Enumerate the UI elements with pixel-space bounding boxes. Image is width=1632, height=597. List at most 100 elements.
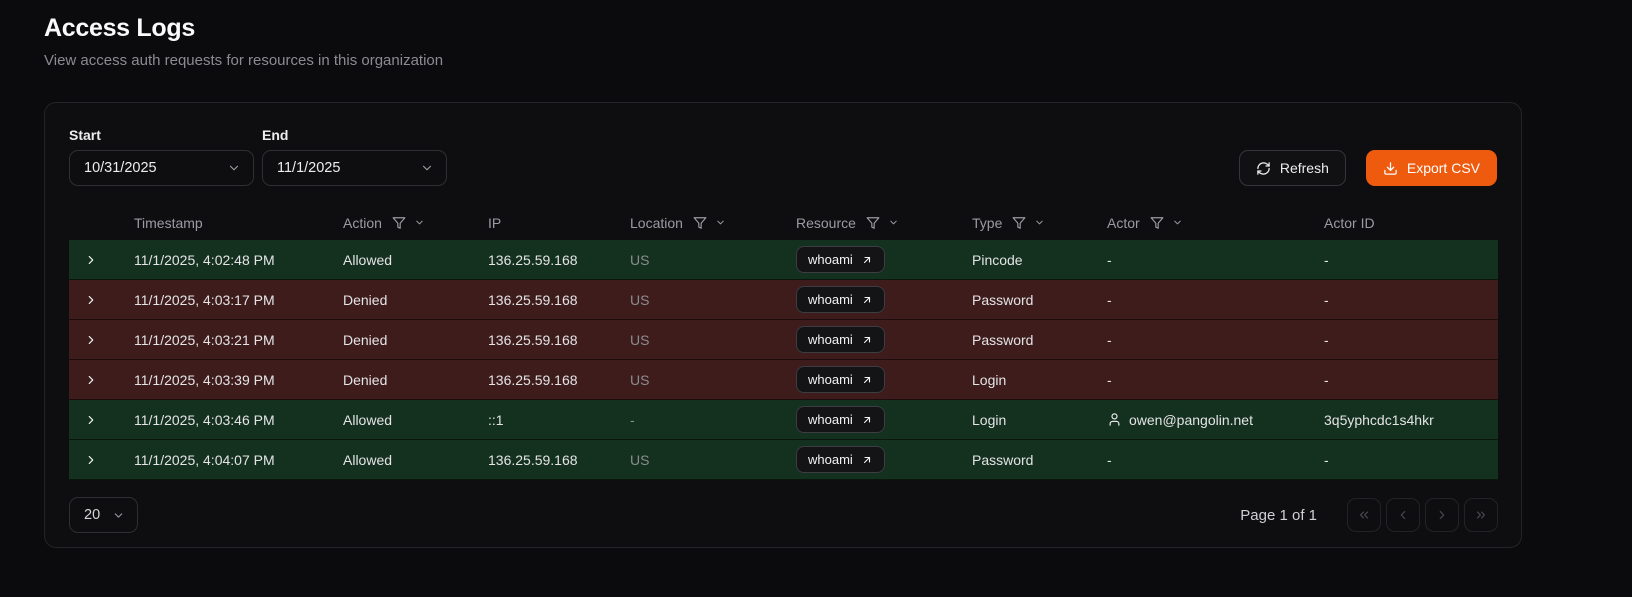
chevron-down-icon: [414, 217, 425, 228]
expand-row-button[interactable]: [82, 251, 100, 269]
actor-id-cell: -: [1324, 291, 1329, 308]
resource-link-badge[interactable]: whoami: [796, 446, 885, 473]
chevrons-left-icon: [1357, 508, 1371, 522]
resource-cell: whoami: [796, 246, 972, 273]
ip-cell: 136.25.59.168: [488, 251, 578, 268]
table-footer: 20 Page 1 of 1: [69, 497, 1498, 533]
chevron-right-icon: [84, 373, 98, 387]
arrow-up-right-icon: [861, 414, 873, 426]
start-date-value: 10/31/2025: [84, 160, 157, 176]
end-date-select[interactable]: 11/1/2025: [262, 150, 447, 186]
actor-email: -: [1107, 331, 1112, 348]
table-row[interactable]: 11/1/2025, 4:02:48 PM Allowed 136.25.59.…: [69, 240, 1498, 280]
column-header-actor-id: Actor ID: [1324, 215, 1498, 231]
table-row[interactable]: 11/1/2025, 4:03:21 PM Denied 136.25.59.1…: [69, 320, 1498, 360]
row-expand-cell: [69, 291, 134, 309]
row-expand-cell: [69, 451, 134, 469]
timestamp-cell: 11/1/2025, 4:03:17 PM: [134, 291, 275, 308]
arrow-up-right-icon: [861, 294, 873, 306]
last-page-button[interactable]: [1464, 498, 1498, 532]
logs-card: Start 10/31/2025 End 11/1/2025: [44, 102, 1522, 548]
date-range-filters: Start 10/31/2025 End 11/1/2025: [69, 127, 447, 186]
resource-filter-control[interactable]: [866, 216, 899, 230]
filter-icon: [1012, 216, 1026, 230]
action-filter-control[interactable]: [392, 216, 425, 230]
table-body: 11/1/2025, 4:02:48 PM Allowed 136.25.59.…: [69, 240, 1498, 480]
chevrons-right-icon: [1474, 508, 1488, 522]
page-size-value: 20: [84, 507, 101, 523]
location-cell: US: [630, 251, 650, 268]
column-label: Actor ID: [1324, 214, 1375, 231]
next-page-button[interactable]: [1425, 498, 1459, 532]
previous-page-button[interactable]: [1386, 498, 1420, 532]
expand-row-button[interactable]: [82, 331, 100, 349]
expand-row-button[interactable]: [82, 371, 100, 389]
action-cell: Allowed: [343, 451, 393, 468]
timestamp-cell: 11/1/2025, 4:04:07 PM: [134, 451, 275, 468]
column-header-timestamp: Timestamp: [134, 215, 343, 231]
resource-link-badge[interactable]: whoami: [796, 326, 885, 353]
column-header-action: Action: [343, 215, 488, 231]
resource-name: whoami: [808, 372, 853, 387]
expand-row-button[interactable]: [82, 291, 100, 309]
table-row[interactable]: 11/1/2025, 4:03:17 PM Denied 136.25.59.1…: [69, 280, 1498, 320]
resource-link-badge[interactable]: whoami: [796, 246, 885, 273]
row-expand-cell: [69, 411, 134, 429]
actor-filter-control[interactable]: [1150, 216, 1183, 230]
resource-link-badge[interactable]: whoami: [796, 286, 885, 313]
location-cell: -: [630, 411, 635, 428]
table-row[interactable]: 11/1/2025, 4:04:07 PM Allowed 136.25.59.…: [69, 440, 1498, 480]
column-label: IP: [488, 214, 502, 231]
column-label: Resource: [796, 214, 856, 231]
type-cell: Login: [972, 371, 1007, 388]
actor-id-cell: -: [1324, 371, 1329, 388]
column-label: Type: [972, 214, 1003, 231]
end-date-group: End 11/1/2025: [262, 127, 447, 186]
timestamp-cell: 11/1/2025, 4:03:39 PM: [134, 371, 275, 388]
first-page-button[interactable]: [1347, 498, 1381, 532]
column-header-actor: Actor: [1107, 215, 1324, 231]
arrow-up-right-icon: [861, 254, 873, 266]
chevron-right-icon: [84, 253, 98, 267]
location-filter-control[interactable]: [693, 216, 726, 230]
actor-email: -: [1107, 291, 1112, 308]
table-row[interactable]: 11/1/2025, 4:03:46 PM Allowed ::1 - whoa…: [69, 400, 1498, 440]
expand-row-button[interactable]: [82, 451, 100, 469]
ip-cell: 136.25.59.168: [488, 371, 578, 388]
page-size-select[interactable]: 20: [69, 497, 138, 533]
chevron-right-icon: [84, 333, 98, 347]
resource-link-badge[interactable]: whoami: [796, 366, 885, 393]
column-header-type: Type: [972, 215, 1107, 231]
ip-cell: 136.25.59.168: [488, 291, 578, 308]
resource-cell: whoami: [796, 286, 972, 313]
row-expand-cell: [69, 371, 134, 389]
actor-email: -: [1107, 251, 1112, 268]
table-row[interactable]: 11/1/2025, 4:03:39 PM Denied 136.25.59.1…: [69, 360, 1498, 400]
access-logs-page: Access Logs View access auth requests fo…: [44, 14, 1522, 548]
resource-name: whoami: [808, 452, 853, 467]
type-filter-control[interactable]: [1012, 216, 1045, 230]
export-csv-button-label: Export CSV: [1406, 160, 1480, 176]
export-csv-button[interactable]: Export CSV: [1365, 150, 1497, 186]
location-cell: US: [630, 291, 650, 308]
download-icon: [1383, 161, 1398, 176]
chevron-right-icon: [84, 413, 98, 427]
column-label: Action: [343, 214, 382, 231]
table-header-row: Timestamp Action IP Location: [69, 205, 1498, 240]
page-title: Access Logs: [44, 14, 195, 42]
resource-name: whoami: [808, 332, 853, 347]
refresh-button[interactable]: Refresh: [1238, 150, 1346, 186]
column-label: Actor: [1107, 214, 1140, 231]
ip-cell: ::1: [488, 411, 504, 428]
actor-id-cell: -: [1324, 451, 1329, 468]
type-cell: Password: [972, 451, 1034, 468]
chevron-down-icon: [420, 161, 434, 175]
action-cell: Allowed: [343, 411, 393, 428]
actor-cell: -: [1107, 332, 1324, 348]
resource-link-badge[interactable]: whoami: [796, 406, 885, 433]
expand-row-button[interactable]: [82, 411, 100, 429]
start-date-select[interactable]: 10/31/2025: [69, 150, 254, 186]
resource-cell: whoami: [796, 446, 972, 473]
actor-email: owen@pangolin.net: [1129, 411, 1253, 428]
location-cell: US: [630, 371, 650, 388]
